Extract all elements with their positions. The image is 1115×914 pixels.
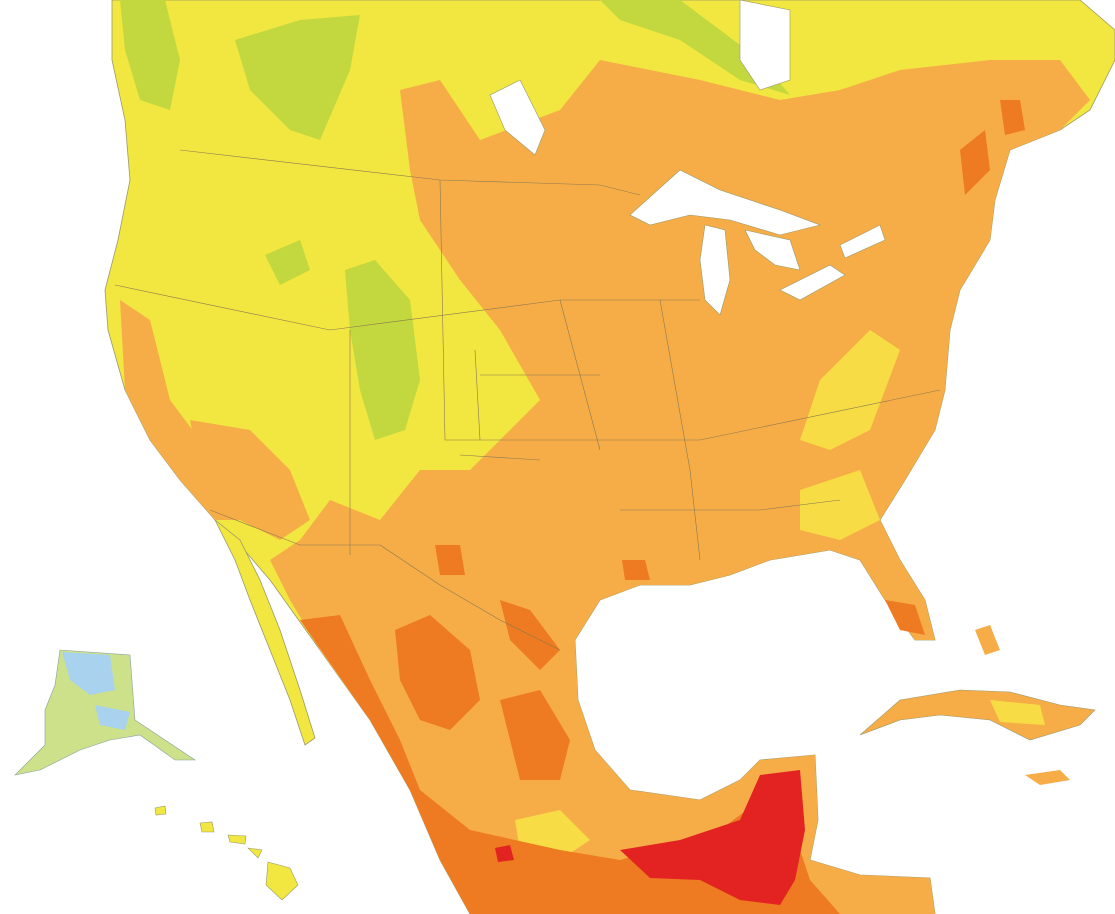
dark-orange-zone xyxy=(960,130,990,195)
land-baja xyxy=(214,519,316,746)
green-zone xyxy=(265,240,310,285)
red-zone xyxy=(495,845,514,862)
lake xyxy=(739,0,791,91)
border xyxy=(349,299,701,561)
green-zone xyxy=(600,0,790,95)
dark-orange-zone xyxy=(500,690,570,780)
borders xyxy=(114,149,941,651)
yellow-pocket xyxy=(800,470,880,540)
land-bahamas xyxy=(975,625,1000,655)
island xyxy=(199,821,215,833)
lake xyxy=(699,224,731,316)
lake xyxy=(744,229,801,271)
lake xyxy=(629,169,822,236)
yellow-pocket xyxy=(800,330,900,450)
border xyxy=(179,149,641,196)
dark-orange-zone xyxy=(885,600,925,635)
land-cuba xyxy=(859,689,1096,741)
lake xyxy=(839,224,886,259)
alaska-cold xyxy=(62,652,115,695)
land-jamaica xyxy=(1025,770,1070,785)
green-zone xyxy=(345,260,420,440)
lake xyxy=(779,264,846,301)
green-zone xyxy=(235,15,360,140)
border xyxy=(459,374,841,511)
island xyxy=(247,847,263,859)
green-zone xyxy=(120,0,180,110)
border xyxy=(439,179,941,441)
island xyxy=(154,805,167,816)
dark-orange-zone xyxy=(435,545,465,575)
border xyxy=(114,284,700,331)
cuba-yellow xyxy=(990,700,1045,725)
dark-orange-zone xyxy=(395,615,480,730)
border xyxy=(209,509,561,651)
orange-zone xyxy=(190,420,310,540)
island xyxy=(265,861,299,901)
island xyxy=(227,834,247,845)
lake xyxy=(489,79,546,156)
dark-orange-zone xyxy=(622,560,650,580)
lakes xyxy=(489,0,886,316)
green-zones xyxy=(120,0,790,440)
alaska-cold xyxy=(95,705,130,730)
dark-orange-zone xyxy=(1000,100,1025,135)
red-zone xyxy=(620,770,805,905)
hawaii xyxy=(154,805,299,901)
